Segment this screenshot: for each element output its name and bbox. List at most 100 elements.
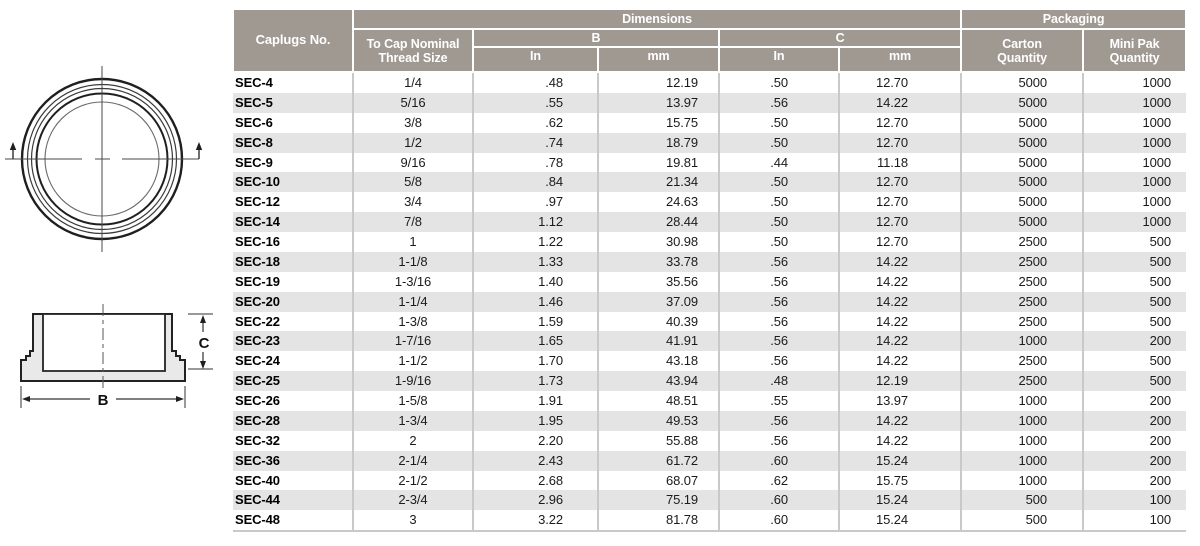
cell-mini-pak-qty: 1000 — [1142, 75, 1172, 90]
cell-thread-size: 1-1/4 — [353, 291, 474, 312]
cell-carton-qty: 1000 — [961, 391, 1085, 411]
cell-caplugs-no: SEC-20 — [233, 291, 354, 312]
table-row: SEC-8 1/2.74 18.79.50 12.70 5000 1000 — [233, 132, 1187, 153]
cell-b-in: 2.68 — [473, 470, 599, 491]
cell-caplugs-no: SEC-24 — [233, 351, 354, 372]
cell-b-mm: 41.91 — [598, 331, 720, 352]
cell-carton-qty: 2500 — [961, 351, 1085, 372]
cell-b-in: .62 — [473, 112, 599, 133]
cell-c-in: .56 — [719, 291, 840, 312]
cell-carton-qty: 5000 — [961, 192, 1085, 213]
cell-carton-qty: 500 — [961, 490, 1085, 511]
cell-caplugs-no: SEC-44 — [233, 490, 354, 511]
cell-caplugs-no: SEC-14 — [233, 212, 354, 232]
table-body: SEC-4 1/4.48 12.19.50 12.70 5000 1000 SEC-5 5/1… — [233, 72, 1187, 533]
table-row: SEC-18 1-1/8 1.33 33.78.56 14.22 2500 500 — [233, 251, 1187, 272]
cell-c-mm: 14.22 — [839, 92, 963, 113]
cell-carton-qty: 1000 — [961, 430, 1085, 451]
cell-caplugs-no: SEC-6 — [233, 112, 354, 133]
cell-thread-size: 1-3/8 — [353, 311, 474, 332]
table-row: SEC-25 1-9/16 1.73 43.94.48 12.19 2500 500 — [233, 371, 1187, 391]
cell-c-mm: 15.24 — [839, 490, 963, 511]
cell-c-in: .60 — [719, 450, 840, 471]
cell-carton-qty: 2500 — [961, 251, 1085, 272]
table-row: SEC-16 1 1.22 30.98.50 12.70 2500 500 — [233, 232, 1186, 252]
cell-c-in: .48 — [719, 371, 840, 391]
cell-b-in: .78 — [473, 152, 599, 173]
cell-c-in: .50 — [719, 212, 840, 232]
cell-c-mm: 15.24 — [839, 450, 963, 471]
header-line: Mini Pak — [1109, 36, 1160, 51]
header-line: Quantity — [997, 50, 1048, 65]
cell-caplugs-no: SEC-9 — [233, 152, 354, 173]
cell-b-in: 1.65 — [473, 331, 599, 352]
cell-mini-pak-qty: 100 — [1149, 492, 1172, 508]
col-header-mini-pak-qty: Mini Pak Quantity — [1082, 28, 1188, 73]
cell-c-in: .60 — [719, 490, 840, 511]
table-row: SEC-22 1-3/8 1.59 40.39.56 14.22 2500 500 — [233, 311, 1186, 332]
technical-drawings: C B — [0, 0, 232, 541]
cell-b-mm: 35.56 — [598, 271, 720, 292]
cell-carton-qty: 2500 — [961, 371, 1085, 391]
cell-b-mm: 81.78 — [598, 510, 720, 533]
cap-drawing-svg: C B — [5, 66, 213, 409]
table-row: SEC-26 1-5/8 1.91 48.51.55 13.97 1000 200 — [233, 391, 1186, 411]
cell-b-in: 1.73 — [473, 371, 599, 391]
cell-b-in: 1.70 — [473, 351, 599, 372]
cell-mini-pak-qty: 200 — [1149, 393, 1172, 408]
table-row: SEC-5 5/16.55 13.97.56 14.22 5000 1000 — [233, 92, 1187, 113]
cell-c-mm: 12.70 — [839, 192, 963, 213]
cell-b-mm: 75.19 — [598, 490, 720, 511]
cap-top-view — [5, 66, 203, 252]
cell-c-mm: 12.70 — [839, 112, 963, 133]
cell-caplugs-no: SEC-23 — [233, 331, 354, 352]
header-line: Quantity — [1109, 50, 1160, 65]
cell-caplugs-no: SEC-18 — [233, 251, 354, 272]
cell-c-mm: 14.22 — [839, 271, 963, 292]
cell-c-mm: 12.70 — [839, 172, 963, 193]
cell-c-mm: 14.22 — [839, 331, 963, 352]
dimension-b: B — [20, 386, 186, 409]
cell-thread-size: 1/4 — [353, 72, 474, 93]
cell-b-mm: 55.88 — [598, 430, 720, 451]
header-line: Thread Size — [378, 50, 448, 65]
table-row: SEC-6 3/8.62 15.75.50 12.70 5000 1000 — [233, 112, 1186, 133]
cell-carton-qty: 2500 — [961, 291, 1085, 312]
cell-carton-qty: 5000 — [961, 92, 1085, 113]
table-row: SEC-32 2 2.20 55.88.56 14.22 1000 200 — [233, 430, 1186, 451]
cell-carton-qty: 5000 — [961, 172, 1085, 193]
cell-caplugs-no: SEC-32 — [233, 430, 354, 451]
cell-mini-pak-qty: 1000 — [1142, 174, 1172, 190]
cell-carton-qty: 5000 — [961, 132, 1085, 153]
col-group-b: B — [472, 28, 720, 48]
cell-b-mm: 40.39 — [598, 311, 720, 332]
cell-mini-pak-qty: 1000 — [1142, 94, 1172, 110]
cell-thread-size: 9/16 — [353, 152, 474, 173]
cell-thread-size: 1-3/4 — [353, 410, 474, 431]
cell-caplugs-no: SEC-16 — [233, 232, 354, 252]
cell-c-in: .50 — [719, 192, 840, 213]
dimension-c: C — [188, 313, 213, 370]
cell-b-in: .84 — [473, 172, 599, 193]
table-row: SEC-9 9/16.78 19.81.44 11.18 5000 1000 — [233, 152, 1186, 173]
cell-b-mm: 48.51 — [598, 391, 720, 411]
table-row: SEC-44 2-3/4 2.96 75.19.60 15.24 500 100 — [233, 490, 1187, 511]
cell-thread-size: 2 — [353, 430, 474, 451]
cell-c-in: .56 — [719, 430, 840, 451]
table-row: SEC-20 1-1/4 1.46 37.09.56 14.22 2500 500 — [233, 291, 1187, 312]
cell-b-mm: 61.72 — [598, 450, 720, 471]
cell-b-mm: 18.79 — [598, 132, 720, 153]
cell-thread-size: 2-1/4 — [353, 450, 474, 471]
cell-b-in: 2.96 — [473, 490, 599, 511]
cell-c-mm: 12.70 — [839, 72, 963, 93]
cell-b-in: 1.46 — [473, 291, 599, 312]
cell-c-in: .50 — [719, 72, 840, 93]
cell-b-in: .97 — [473, 192, 599, 213]
cell-mini-pak-qty: 200 — [1149, 432, 1172, 448]
section-arrow-right — [195, 142, 203, 159]
cell-mini-pak-qty: 200 — [1149, 452, 1172, 468]
cell-caplugs-no: SEC-26 — [233, 391, 354, 411]
cell-thread-size: 5/8 — [353, 172, 474, 193]
table-row: SEC-14 7/8 1.12 28.44.50 12.70 5000 1000 — [233, 212, 1187, 232]
cell-b-mm: 68.07 — [598, 470, 720, 491]
